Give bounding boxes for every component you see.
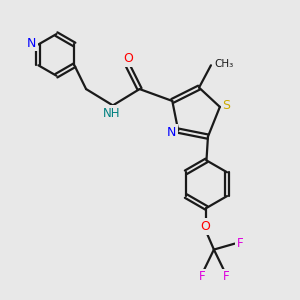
- Text: F: F: [199, 270, 205, 284]
- Text: O: O: [200, 220, 210, 233]
- Text: S: S: [222, 99, 230, 112]
- Text: NH: NH: [103, 107, 120, 120]
- Text: O: O: [123, 52, 133, 65]
- Text: F: F: [237, 237, 243, 250]
- Text: CH₃: CH₃: [214, 59, 234, 69]
- Text: N: N: [167, 126, 176, 139]
- Text: N: N: [27, 37, 37, 50]
- Text: F: F: [223, 270, 229, 284]
